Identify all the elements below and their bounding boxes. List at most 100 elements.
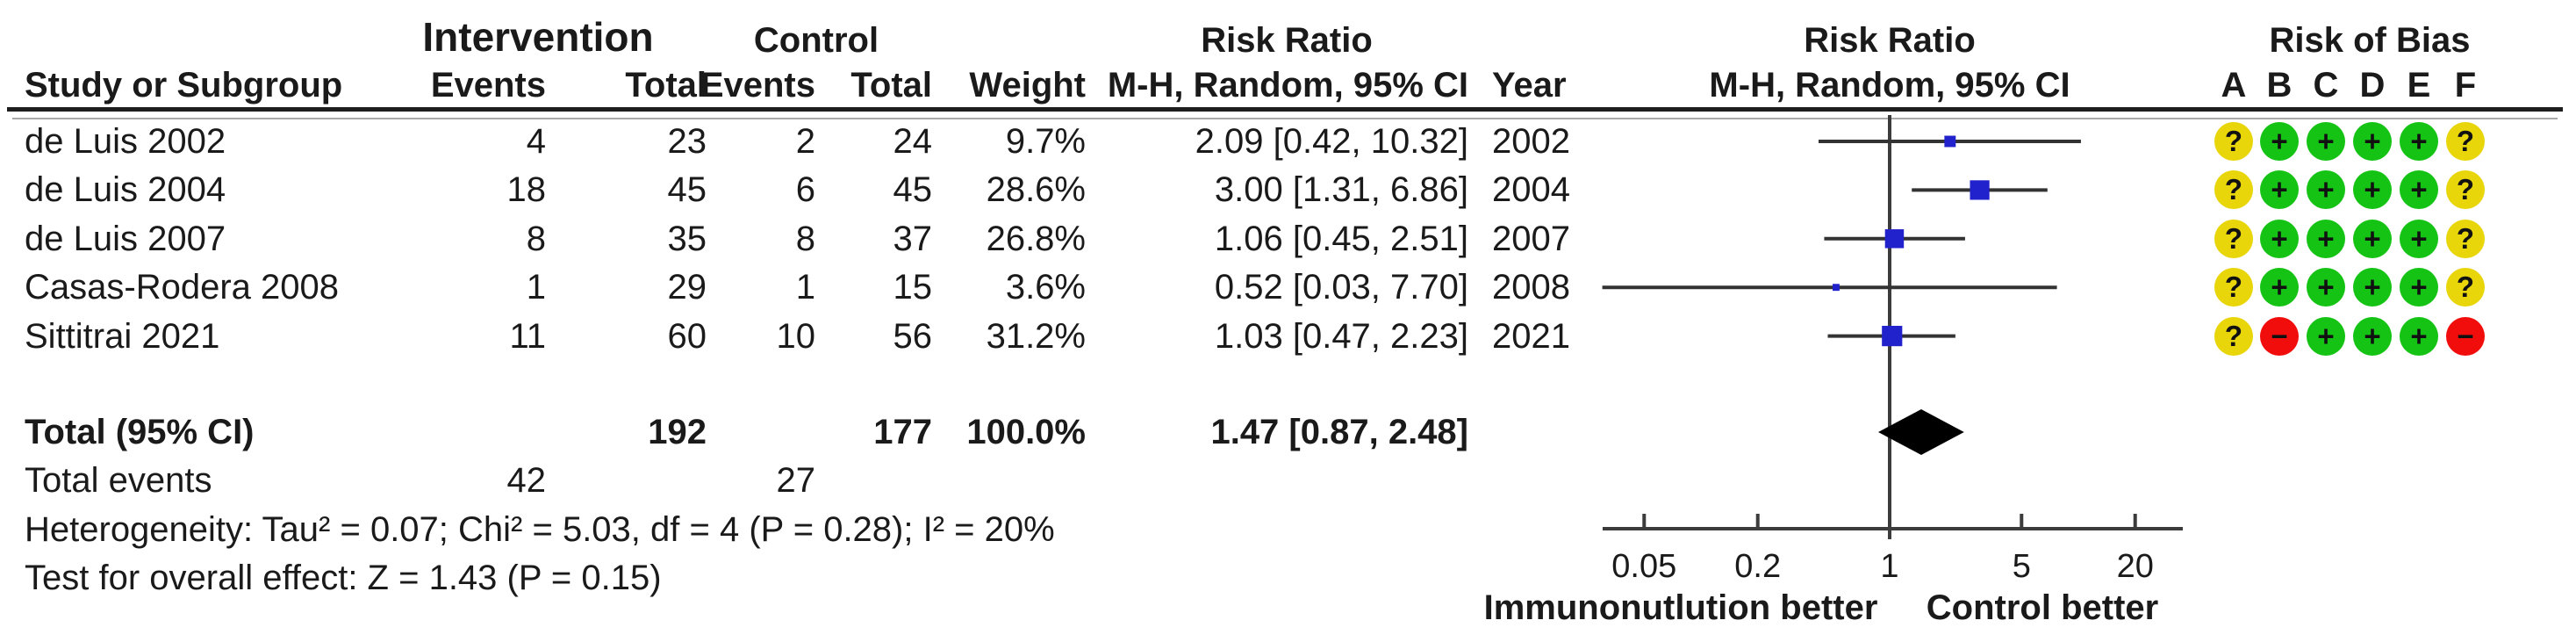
control-events-value: 6: [795, 170, 815, 210]
risk-of-bias-dot-low: +: [2307, 219, 2345, 258]
risk-of-bias-dot-low: +: [2260, 170, 2299, 210]
rob-letter-header: D: [2359, 66, 2386, 105]
total-diamond: [1877, 409, 1964, 455]
group-header-risk-ratio-plot: Risk Ratio: [1804, 21, 1976, 60]
effect-square: [1944, 135, 1956, 148]
intervention-total-value: 45: [667, 170, 707, 210]
study-name: Casas-Rodera 2008: [25, 268, 339, 307]
overall-effect-stats: Test for overall effect: Z = 1.43 (P = 0…: [25, 559, 662, 598]
study-name: de Luis 2004: [25, 170, 226, 210]
year-value: 2007: [1492, 219, 1570, 258]
total-control-n: 177: [873, 413, 932, 451]
year-value: 2004: [1492, 170, 1570, 210]
risk-of-bias-dot-unclear: ?: [2446, 268, 2485, 307]
heterogeneity-stats: Heterogeneity: Tau² = 0.07; Chi² = 5.03,…: [25, 509, 1055, 549]
weight-value: 3.6%: [1005, 268, 1086, 307]
study-name: de Luis 2007: [25, 219, 226, 258]
risk-of-bias-dot-low: +: [2353, 122, 2392, 161]
risk-of-bias-dot-low: +: [2307, 316, 2345, 356]
column-header-study: Study or Subgroup: [25, 66, 343, 105]
intervention-total-value: 35: [667, 219, 707, 258]
year-value: 2008: [1492, 268, 1570, 307]
effect-square: [1884, 229, 1905, 249]
total-events-label: Total events: [25, 461, 212, 501]
risk-of-bias-dot-low: +: [2307, 122, 2345, 161]
weight-value: 28.6%: [986, 170, 1086, 210]
control-events-value: 2: [795, 122, 815, 161]
column-header-mh-random-ci: M-H, Random, 95% CI: [1107, 66, 1468, 105]
risk-of-bias-dot-low: +: [2353, 268, 2392, 307]
control-total-value: 24: [893, 122, 933, 161]
intervention-events-value: 4: [526, 122, 546, 161]
control-events-value: 1: [795, 268, 815, 307]
risk-of-bias-dot-unclear: ?: [2214, 316, 2253, 356]
intervention-total-value: 60: [667, 316, 707, 356]
rob-letter-header: A: [2221, 66, 2247, 105]
risk-of-bias-dot-low: +: [2400, 122, 2438, 161]
rob-letter-header: B: [2266, 66, 2293, 105]
axis-tick-label: 1: [1880, 548, 1899, 585]
risk-of-bias-dot-high: −: [2446, 316, 2485, 356]
risk-of-bias-dot-unclear: ?: [2214, 122, 2253, 161]
risk-of-bias-dot-unclear: ?: [2214, 268, 2253, 307]
control-total-value: 45: [893, 170, 933, 210]
risk-of-bias-dot-low: +: [2260, 122, 2299, 161]
risk-of-bias-dot-unclear: ?: [2446, 170, 2485, 210]
risk-ratio-ci-value: 0.52 [0.03, 7.70]: [1214, 268, 1468, 307]
risk-of-bias-dot-high: −: [2260, 316, 2299, 356]
risk-of-bias-dot-low: +: [2353, 316, 2392, 356]
group-header-risk-of-bias: Risk of Bias: [2269, 21, 2471, 60]
intervention-total-value: 29: [667, 268, 707, 307]
total-events-control: 27: [776, 461, 816, 501]
control-events-value: 10: [776, 316, 816, 356]
risk-ratio-ci-value: 2.09 [0.42, 10.32]: [1195, 122, 1468, 161]
control-total-value: 15: [893, 268, 933, 307]
header-separator-line: [7, 107, 2563, 112]
effect-square: [1970, 180, 1990, 200]
column-header-control-total: Total: [850, 66, 932, 105]
total-events-intervention: 42: [506, 461, 547, 501]
year-value: 2021: [1492, 316, 1570, 356]
group-header-risk-ratio-column: Risk Ratio: [1201, 21, 1373, 60]
risk-of-bias-dot-low: +: [2353, 219, 2392, 258]
intervention-events-value: 8: [526, 219, 546, 258]
column-header-intervention-total: Total: [625, 66, 707, 105]
risk-of-bias-dot-low: +: [2400, 170, 2438, 210]
intervention-total-value: 23: [667, 122, 707, 161]
risk-of-bias-dot-unclear: ?: [2214, 170, 2253, 210]
risk-of-bias-dot-unclear: ?: [2446, 122, 2485, 161]
column-header-intervention-events: Events: [430, 66, 546, 105]
rob-letter-header: F: [2454, 66, 2477, 105]
group-header-intervention: Intervention: [422, 14, 654, 60]
axis-label-left: Immunonutlution better: [1483, 588, 1878, 627]
risk-of-bias-dot-low: +: [2400, 316, 2438, 356]
column-header-year: Year: [1492, 66, 1567, 105]
intervention-events-value: 18: [506, 170, 547, 210]
rob-letter-header: C: [2313, 66, 2339, 105]
risk-of-bias-dot-low: +: [2307, 268, 2345, 307]
weight-value: 26.8%: [986, 219, 1086, 258]
total-risk-ratio-ci: 1.47 [0.87, 2.48]: [1210, 413, 1468, 451]
column-header-control-events: Events: [700, 66, 815, 105]
study-name: de Luis 2002: [25, 122, 226, 161]
risk-of-bias-dot-low: +: [2260, 219, 2299, 258]
weight-value: 31.2%: [986, 316, 1086, 356]
axis-label-right: Control better: [1926, 588, 2159, 627]
risk-ratio-ci-value: 3.00 [1.31, 6.86]: [1214, 170, 1468, 210]
risk-of-bias-dot-unclear: ?: [2446, 219, 2485, 258]
column-header-weight: Weight: [969, 66, 1086, 105]
axis-tick-label: 5: [2012, 548, 2031, 585]
effect-square: [1882, 326, 1903, 347]
axis-tick-label: 0.05: [1611, 548, 1677, 585]
rob-letter-header: E: [2407, 66, 2431, 105]
control-total-value: 56: [893, 316, 933, 356]
intervention-events-value: 11: [509, 316, 546, 356]
axis-tick-label: 20: [2116, 548, 2154, 585]
risk-ratio-ci-value: 1.06 [0.45, 2.51]: [1214, 219, 1468, 258]
risk-of-bias-dot-unclear: ?: [2214, 219, 2253, 258]
control-events-value: 8: [795, 219, 815, 258]
risk-ratio-ci-value: 1.03 [0.47, 2.23]: [1214, 316, 1468, 356]
control-total-value: 37: [893, 219, 933, 258]
